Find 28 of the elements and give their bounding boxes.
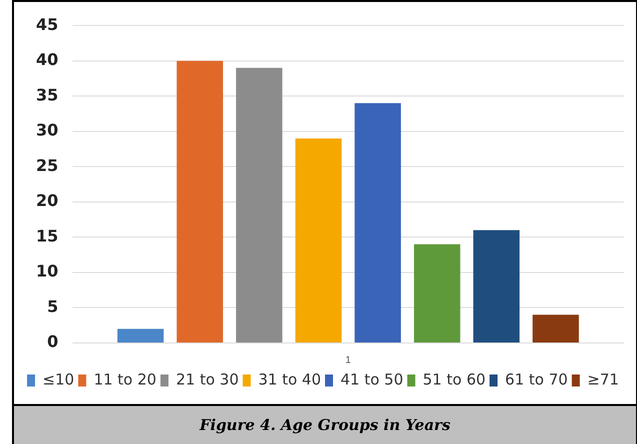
legend-label: ≤10 (42, 370, 74, 388)
legend-label: ≥71 (587, 370, 619, 388)
y-tick-label: 20 (36, 191, 58, 210)
y-tick-label: 15 (36, 226, 58, 246)
legend-label: 51 to 60 (422, 370, 486, 388)
legend-label: 11 to 20 (94, 370, 156, 388)
bar (414, 244, 460, 342)
bar (473, 230, 520, 342)
legend-label: 21 to 30 (176, 370, 239, 388)
bar (532, 314, 579, 342)
y-tick-label: 10 (36, 262, 58, 281)
bar (236, 68, 282, 342)
y-tick-label: 45 (36, 14, 58, 34)
y-tick-label: 25 (36, 156, 58, 175)
x-tick-label: 1 (345, 354, 352, 366)
y-tick-label: 35 (36, 85, 58, 104)
legend-label: 31 to 40 (258, 370, 322, 388)
legend-label: 41 to 50 (340, 370, 404, 388)
bar (176, 60, 223, 342)
y-tick-label: 0 (47, 332, 58, 352)
legend-label: 61 to 70 (505, 370, 568, 388)
bar (295, 138, 342, 342)
y-tick-label: 30 (36, 120, 58, 140)
bar (354, 103, 401, 342)
bar (117, 328, 164, 342)
y-tick-label: 40 (36, 50, 58, 70)
caption: Figure 4. Age Groups in Years (12, 404, 637, 444)
y-tick-label: 5 (47, 296, 58, 316)
